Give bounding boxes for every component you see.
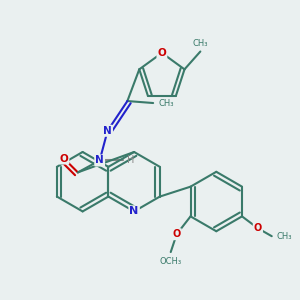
Text: N: N (95, 155, 104, 166)
Text: O: O (254, 223, 262, 233)
Text: O: O (158, 48, 166, 58)
Text: O: O (172, 229, 181, 239)
Text: O: O (60, 154, 68, 164)
Text: N: N (130, 206, 139, 216)
Text: H: H (127, 155, 134, 166)
Text: CH₃: CH₃ (158, 98, 174, 107)
Text: OCH₃: OCH₃ (160, 257, 182, 266)
Text: N: N (103, 126, 112, 136)
Text: CH₃: CH₃ (193, 38, 208, 47)
Text: CH₃: CH₃ (277, 232, 292, 241)
